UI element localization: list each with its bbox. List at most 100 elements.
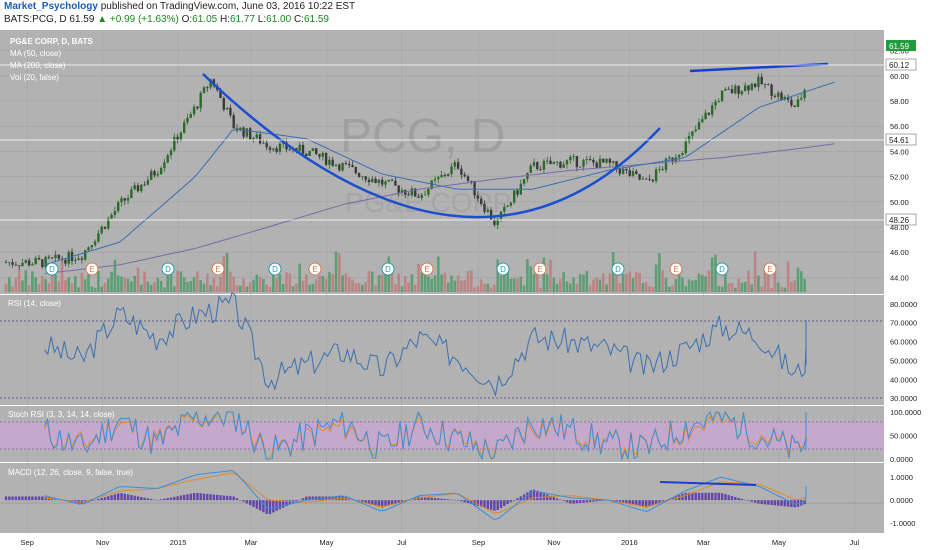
volume-bar: [661, 270, 664, 292]
candle-body: [27, 260, 31, 266]
dividend-marker[interactable]: [381, 262, 395, 276]
macd-histogram-bar: [229, 496, 232, 501]
candle-body: [117, 202, 120, 211]
macd-histogram-bar: [506, 500, 509, 505]
candle-body: [648, 178, 651, 180]
macd-histogram-bar: [539, 492, 542, 501]
volume-bar: [126, 278, 130, 292]
volume-bar: [526, 259, 529, 292]
last-price-tag-text: 61.59: [889, 42, 910, 51]
price-pane[interactable]: [0, 30, 884, 294]
legend-symbol: PG&E CORP, D, BATS: [10, 37, 93, 46]
y-tick-label: -1.0000: [890, 519, 915, 528]
volume-bar: [509, 278, 513, 292]
candle-body: [225, 107, 229, 110]
macd-histogram-bar: [707, 492, 711, 501]
candle-body: [123, 198, 126, 201]
candle-body: [275, 148, 278, 152]
cup-drawing[interactable]: [202, 73, 661, 219]
volume-bar: [225, 252, 229, 292]
dividend-marker-label: D: [272, 265, 278, 274]
dividend-marker[interactable]: [611, 262, 625, 276]
candle-body: [691, 131, 694, 137]
candle-body: [232, 115, 235, 129]
macd-histogram-bar: [532, 489, 536, 501]
macd-histogram-bar: [239, 499, 242, 501]
watermark-ticker: PCG, D: [340, 110, 505, 163]
macd-pane[interactable]: [0, 463, 884, 533]
price-axis[interactable]: 62.00 60.00 58.00 56.00 54.00 52.00 50.00 48.00…: [890, 47, 921, 529]
volume-bar: [542, 257, 546, 292]
macd-histogram-bar: [364, 500, 367, 503]
y-tick-label: 50.0000: [890, 432, 917, 441]
macd-histogram-bar: [737, 497, 740, 501]
candle-body: [608, 158, 612, 163]
macd-histogram-bar: [493, 500, 496, 511]
earnings-marker[interactable]: [308, 262, 322, 276]
earnings-marker[interactable]: [669, 262, 683, 276]
volume-bar: [4, 283, 8, 292]
high-value: 61.77: [229, 14, 256, 25]
candle-body: [4, 262, 8, 264]
dividend-marker[interactable]: [268, 262, 282, 276]
y-tick-label: 48.00: [890, 223, 909, 232]
macd-histogram-bar: [443, 498, 447, 501]
candle-body: [697, 122, 701, 130]
macd-histogram-bar: [423, 497, 427, 501]
x-tick-label: 2015: [170, 538, 187, 547]
dividend-marker[interactable]: [161, 262, 175, 276]
earnings-marker-label: E: [537, 265, 542, 274]
dividend-marker[interactable]: [715, 262, 729, 276]
stoch-k-line: [44, 410, 807, 461]
volume-bar: [489, 287, 493, 292]
candle-body: [562, 164, 565, 168]
time-axis[interactable]: Sep Nov 2015 Mar May Jul Sep Nov 2016 Mar May Jul: [21, 538, 860, 547]
candle-body: [199, 92, 202, 109]
rsi-pane[interactable]: [0, 295, 884, 405]
volume-bar: [8, 277, 11, 292]
volume-bar: [737, 278, 740, 292]
volume-bar: [648, 286, 651, 292]
macd-histogram-bar: [298, 499, 301, 501]
earnings-marker[interactable]: [763, 262, 777, 276]
dividend-marker[interactable]: [496, 262, 510, 276]
author-link[interactable]: Market_Psychology: [4, 1, 98, 12]
candle-body: [51, 257, 54, 259]
volume-bar: [308, 284, 311, 292]
volume-bar: [397, 273, 400, 292]
earnings-marker[interactable]: [211, 262, 225, 276]
y-tick-label: 40.0000: [890, 375, 917, 384]
macd-histogram-bar: [27, 496, 31, 501]
volume-bar: [724, 273, 727, 292]
macd-divergence-line[interactable]: [659, 481, 757, 486]
candle-body: [229, 107, 232, 116]
earnings-marker[interactable]: [420, 262, 434, 276]
macd-histogram-bar: [397, 500, 400, 503]
volume-bar: [57, 281, 61, 292]
earnings-marker[interactable]: [533, 262, 547, 276]
candle-body: [143, 184, 146, 186]
volume-bar: [146, 281, 150, 292]
macd-histogram-bar: [258, 500, 262, 511]
macd-histogram-bar: [430, 497, 433, 501]
candle-body: [265, 142, 268, 148]
macd-histogram-bar: [714, 492, 717, 501]
candle-body: [433, 179, 437, 181]
candle-body: [582, 160, 585, 167]
volume-bar: [311, 283, 315, 292]
macd-histogram-bar: [31, 496, 34, 501]
candle-body: [651, 179, 654, 182]
rsi-line: [44, 291, 807, 397]
dividend-marker[interactable]: [45, 262, 59, 276]
macd-histogram-bar: [552, 497, 555, 501]
candle-body: [539, 168, 542, 170]
candle-body: [605, 158, 608, 163]
macd-histogram-bar: [717, 492, 720, 501]
volume-bar: [331, 273, 334, 292]
earnings-marker[interactable]: [85, 262, 99, 276]
macd-histogram-bar: [278, 500, 282, 510]
volume-bar: [463, 279, 466, 292]
macd-histogram-bar: [433, 497, 437, 501]
